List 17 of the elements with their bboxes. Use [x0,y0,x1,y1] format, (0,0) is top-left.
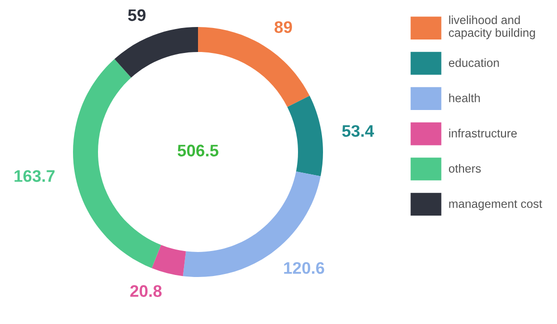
legend-label: infrastructure [449,128,517,138]
data-label: 120.6 [284,262,324,274]
legend-label: livelihood and capacity building [448,15,535,40]
legend-label: others [448,164,481,173]
data-label: 53.4 [342,125,374,137]
donut-slice [152,244,186,276]
legend-label: health [449,94,480,102]
data-label: 59 [128,9,146,22]
data-label: 163.7 [14,170,55,182]
text: 506.5 [178,144,218,156]
legend-label: education [448,58,499,67]
donut-slice [73,59,162,268]
donut-slice [287,96,323,176]
donut-slice [114,27,198,78]
legend-label: management cost [449,200,542,210]
data-label: 89 [274,21,292,34]
data-label: 20.8 [130,285,162,297]
